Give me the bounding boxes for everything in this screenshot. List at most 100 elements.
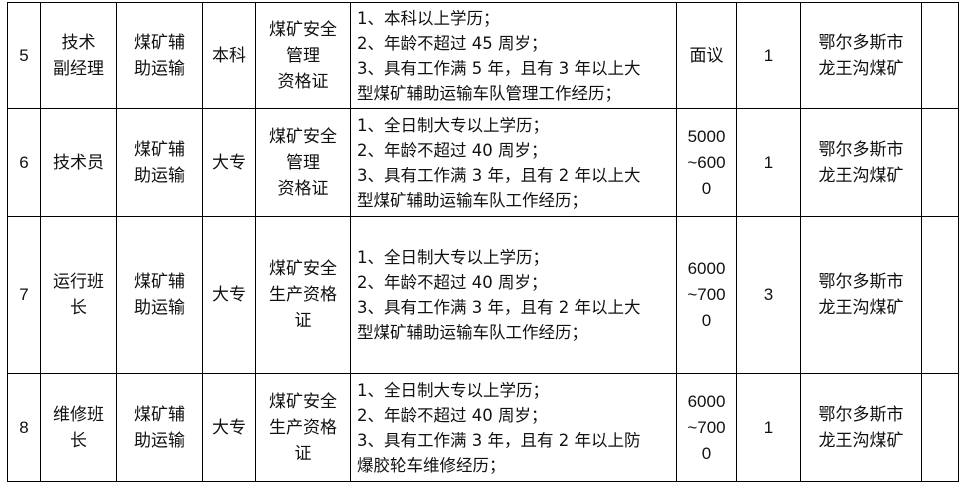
major-cell-line: 煤矿辅 xyxy=(134,139,185,160)
salary-cell-line: ~700 xyxy=(687,417,726,437)
requirements-cell-line: 3、具有工作满 5 年，且有 3 年以上大 xyxy=(357,58,641,78)
table-row: 6 技术员 煤矿辅 助运输 大专 煤矿安全 管理 资格证 1、全日制大专以上学历； 2、年龄不超过… xyxy=(7,108,959,217)
major-cell: 煤矿辅 助运输 xyxy=(116,2,203,109)
salary-cell-line: 6000 xyxy=(687,391,726,411)
requirements-cell-line: 3、具有工作满 3 年，且有 2 年以上防 xyxy=(357,430,641,450)
position-cell: 维修班长 xyxy=(40,373,117,482)
major-cell-line: 助运输 xyxy=(134,58,185,79)
certificate-cell-line: 管理 xyxy=(286,152,320,173)
requirements-cell-line: 1、本科以上学历； xyxy=(357,8,500,28)
location-cell-line: 鄂尔多斯市 xyxy=(818,139,904,160)
table-row: 5 技术 副经理 煤矿辅助运输 本科 煤矿安全管理资格证 1、本科以上学历； 2、年龄不超过 … xyxy=(7,2,959,109)
position-cell-line: 长 xyxy=(70,430,87,451)
row-number: 6 xyxy=(7,108,41,217)
location-cell-line: 龙王沟煤矿 xyxy=(818,165,904,186)
requirements-cell: 1、全日制大专以上学历； 2、年龄不超过 40 周岁； 3、具有工作满 3 年，且有… xyxy=(350,216,677,374)
requirements-cell-line: 型煤矿辅助运输车队工作经历； xyxy=(357,190,588,210)
position-cell: 运行班长 xyxy=(40,216,117,374)
location-cell-line: 鄂尔多斯市 xyxy=(818,32,904,53)
location-cell: 鄂尔多斯市龙王沟煤矿 xyxy=(800,2,922,109)
certificate-cell-line: 煤矿安全 xyxy=(269,391,337,412)
position-cell-line: 技术员 xyxy=(53,152,104,173)
certificate-cell-line: 证 xyxy=(294,311,312,331)
major-cell-line: 煤矿辅 xyxy=(134,272,185,292)
education-cell: 大专 xyxy=(202,216,256,374)
requirements-cell-line: 型煤矿辅助运输车队工作经历； xyxy=(357,323,588,342)
location-cell-line: 鄂尔多斯市 xyxy=(818,272,904,292)
certificate-cell-line: 煤矿安全 xyxy=(269,259,337,279)
salary-cell-line: 0 xyxy=(701,311,712,330)
position-cell-line: 长 xyxy=(70,298,87,318)
note-cell xyxy=(921,216,959,374)
education-cell: 大专 xyxy=(202,373,256,482)
requirements-cell-line: 1、全日制大专以上学历； xyxy=(357,115,549,135)
certificate-cell-line: 证 xyxy=(294,443,312,464)
count-cell: 3 xyxy=(736,216,801,374)
requirements-cell: 1、全日制大专以上学历； 2、年龄不超过 40 周岁； 3、具有工作满 3 年，且有… xyxy=(350,373,677,482)
salary-cell-line: 6000 xyxy=(687,259,726,278)
salary-cell-line: 0 xyxy=(701,443,712,463)
position-cell-line: 副经理 xyxy=(53,58,104,79)
major-cell-line: 助运输 xyxy=(134,430,185,451)
salary-cell: 6000 ~700 0 xyxy=(676,216,737,374)
certificate-cell-line: 煤矿安全 xyxy=(269,19,337,40)
certificate-cell-line: 管理 xyxy=(286,45,320,66)
major-cell: 煤矿辅 助运输 xyxy=(116,108,203,217)
salary-cell: 5000 ~600 0 xyxy=(676,108,737,217)
major-cell-line: 助运输 xyxy=(134,298,185,318)
note-cell xyxy=(921,108,959,217)
location-cell: 鄂尔多斯市龙王沟煤矿 xyxy=(800,373,922,482)
certificate-cell: 煤矿安全 生产资格证 xyxy=(255,216,351,374)
count-cell: 1 xyxy=(736,108,801,217)
requirements-cell-line: 1、全日制大专以上学历； xyxy=(357,380,549,400)
row-number: 7 xyxy=(7,216,41,374)
requirements-cell-line: 3、具有工作满 3 年，且有 2 年以上大 xyxy=(357,298,641,317)
major-cell: 煤矿辅 助运输 xyxy=(116,373,203,482)
row-number: 5 xyxy=(7,2,41,109)
row-number: 8 xyxy=(7,373,41,482)
position-cell-line: 维修班 xyxy=(53,404,104,425)
salary-cell-line: 面议 xyxy=(689,45,724,65)
salary-cell: 6000 ~700 0 xyxy=(676,373,737,482)
location-cell-line: 龙王沟煤矿 xyxy=(818,58,904,79)
position-cell: 技术 副经理 xyxy=(40,2,117,109)
note-cell xyxy=(921,2,959,109)
note-cell xyxy=(921,373,959,482)
requirements-cell-line: 3、具有工作满 3 年，且有 2 年以上大 xyxy=(357,165,641,185)
certificate-cell: 煤矿安全 生产资格证 xyxy=(255,373,351,482)
certificate-cell: 煤矿安全 管理 资格证 xyxy=(255,2,351,109)
salary-cell-line: ~600 xyxy=(687,152,726,172)
major-cell-line: 煤矿辅 xyxy=(134,404,185,425)
requirements-cell: 1、本科以上学历； 2、年龄不超过 45 周岁； 3、具有工作满 5 年，且有 3 … xyxy=(350,2,677,109)
requirements-cell-line: 2、年龄不超过 45 周岁； xyxy=(357,33,548,53)
salary-cell-line: ~700 xyxy=(687,285,726,304)
requirements-cell-line: 型煤矿辅助运输车队管理工作经历； xyxy=(357,83,621,103)
position-cell: 技术员 xyxy=(40,108,117,217)
major-cell-line: 助运输 xyxy=(134,165,185,186)
location-cell-line: 龙王沟煤矿 xyxy=(818,430,904,451)
table-row: 7 运行班长煤矿辅助运输 大专 煤矿安全 生产资格证 1、全日制大专以上学历； 2、年龄不超… xyxy=(7,216,959,374)
requirements-cell-line: 2、年龄不超过 40 周岁； xyxy=(357,405,548,425)
certificate-cell: 煤矿安全 管理 资格证 xyxy=(255,108,351,217)
requirements-cell-line: 2、年龄不超过 40 周岁； xyxy=(357,140,548,160)
education-cell: 大专 xyxy=(202,108,256,217)
requirements-cell-line: 1、全日制大专以上学历； xyxy=(357,248,549,267)
count-cell: 1 xyxy=(736,2,801,109)
location-cell: 鄂尔多斯市龙王沟煤矿 xyxy=(800,108,922,217)
certificate-cell-line: 生产资格 xyxy=(269,417,337,438)
certificate-cell-line: 煤矿安全 xyxy=(269,126,337,147)
requirements-cell: 1、全日制大专以上学历； 2、年龄不超过 40 周岁； 3、具有工作满 3 年，且有… xyxy=(350,108,677,217)
certificate-cell-line: 资格证 xyxy=(277,178,329,199)
location-cell-line: 龙王沟煤矿 xyxy=(818,298,904,318)
table-row: 8 维修班长煤矿辅 助运输 大专 煤矿安全 生产资格证 1、全日制大专以上学历； 2、年龄不超… xyxy=(7,373,959,482)
salary-cell-line: 5000 xyxy=(687,126,726,146)
certificate-cell-line: 资格证 xyxy=(277,71,329,92)
salary-cell: 面议 xyxy=(676,2,737,109)
location-cell: 鄂尔多斯市龙王沟煤矿 xyxy=(800,216,922,374)
job-table: 5 技术 副经理 煤矿辅 助运输 本科 煤矿安全 管理 资格证 1、本科以上学历； 2、年龄不超过 … xyxy=(7,2,959,482)
major-cell-line: 煤矿辅 xyxy=(134,32,185,53)
education-cell: 本科 xyxy=(202,2,256,109)
requirements-cell-line: 爆胶轮车维修经历； xyxy=(357,455,506,475)
location-cell-line: 鄂尔多斯市 xyxy=(818,404,904,425)
major-cell: 煤矿辅 助运输 xyxy=(116,216,203,374)
